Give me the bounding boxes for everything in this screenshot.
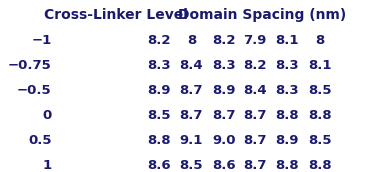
Text: 8.8: 8.8 — [275, 109, 299, 122]
Text: 8.4: 8.4 — [243, 84, 267, 97]
Text: 8.4: 8.4 — [180, 59, 203, 72]
Text: 8.5: 8.5 — [308, 134, 332, 147]
Text: Domain Spacing (nm): Domain Spacing (nm) — [178, 8, 347, 22]
Text: 7.9: 7.9 — [243, 34, 267, 47]
Text: 8: 8 — [187, 34, 196, 47]
Text: 8.8: 8.8 — [275, 159, 299, 172]
Text: 8.2: 8.2 — [243, 59, 267, 72]
Text: 8.5: 8.5 — [308, 84, 332, 97]
Text: 8.3: 8.3 — [147, 59, 171, 72]
Text: 8.8: 8.8 — [147, 134, 171, 147]
Text: 9.1: 9.1 — [180, 134, 203, 147]
Text: 8.5: 8.5 — [180, 159, 203, 172]
Text: 8.9: 8.9 — [212, 84, 236, 97]
Text: 8.3: 8.3 — [212, 59, 236, 72]
Text: −1: −1 — [31, 34, 52, 47]
Text: 8.7: 8.7 — [243, 134, 267, 147]
Text: 8.8: 8.8 — [308, 159, 332, 172]
Text: 8.6: 8.6 — [147, 159, 171, 172]
Text: 0: 0 — [43, 109, 52, 122]
Text: 8.7: 8.7 — [243, 159, 267, 172]
Text: −0.75: −0.75 — [8, 59, 52, 72]
Text: 8.1: 8.1 — [308, 59, 332, 72]
Text: 8.7: 8.7 — [180, 84, 203, 97]
Text: 8.5: 8.5 — [147, 109, 171, 122]
Text: 8: 8 — [315, 34, 324, 47]
Text: 8.7: 8.7 — [212, 109, 236, 122]
Text: 8.6: 8.6 — [212, 159, 236, 172]
Text: 8.7: 8.7 — [243, 109, 267, 122]
Text: 8.9: 8.9 — [147, 84, 171, 97]
Text: 8.7: 8.7 — [180, 109, 203, 122]
Text: Cross-Linker Level: Cross-Linker Level — [44, 8, 188, 22]
Text: 8.2: 8.2 — [147, 34, 171, 47]
Text: 1: 1 — [43, 159, 52, 172]
Text: 8.8: 8.8 — [308, 109, 332, 122]
Text: 8.9: 8.9 — [275, 134, 299, 147]
Text: −0.5: −0.5 — [17, 84, 52, 97]
Text: 8.1: 8.1 — [275, 34, 299, 47]
Text: 8.2: 8.2 — [212, 34, 236, 47]
Text: 0.5: 0.5 — [28, 134, 52, 147]
Text: 8.3: 8.3 — [275, 84, 299, 97]
Text: 8.3: 8.3 — [275, 59, 299, 72]
Text: 9.0: 9.0 — [212, 134, 236, 147]
